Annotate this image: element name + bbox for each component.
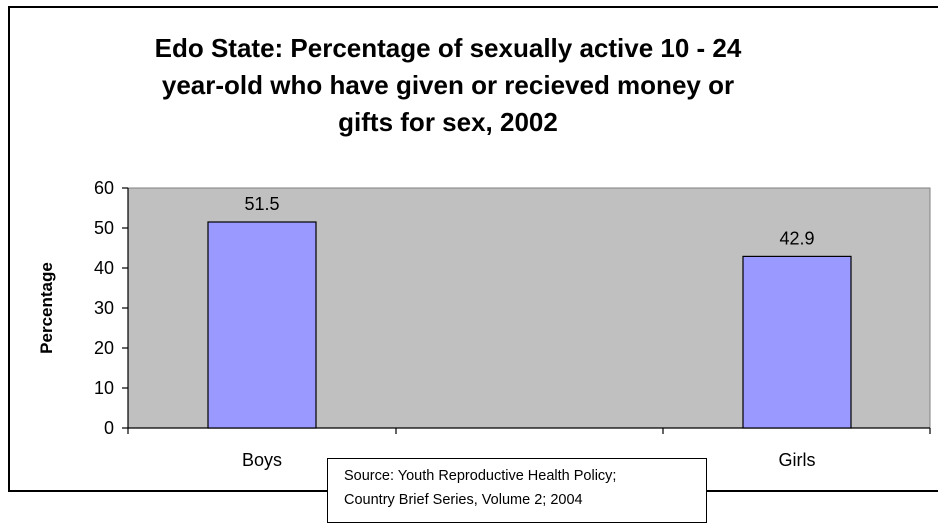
y-tick-label: 0: [104, 418, 114, 438]
x-tick-label: Boys: [242, 450, 282, 470]
y-tick-label: 20: [94, 338, 114, 358]
data-label: 42.9: [779, 228, 814, 248]
y-tick-label: 30: [94, 298, 114, 318]
y-tick-label: 10: [94, 378, 114, 398]
bar-girls: [742, 255, 852, 429]
source-line-1: Source: Youth Reproductive Health Policy…: [344, 468, 617, 484]
chart-title: Edo State: Percentage of sexually active…: [154, 33, 742, 137]
y-tick-label: 60: [94, 178, 114, 198]
source-note: Source: Youth Reproductive Health Policy…: [327, 458, 707, 523]
source-line-2: Country Brief Series, Volume 2; 2004: [344, 492, 583, 508]
y-axis: 0 10 20 30 40 50 60: [94, 178, 129, 438]
y-axis-title: Percentage: [37, 262, 56, 354]
data-label: 51.5: [244, 194, 279, 214]
y-tick-label: 50: [94, 218, 114, 238]
x-tick-label: Girls: [779, 450, 816, 470]
bars: 51.5 42.9: [207, 194, 852, 429]
bar-boys: [207, 221, 317, 429]
y-tick-label: 40: [94, 258, 114, 278]
